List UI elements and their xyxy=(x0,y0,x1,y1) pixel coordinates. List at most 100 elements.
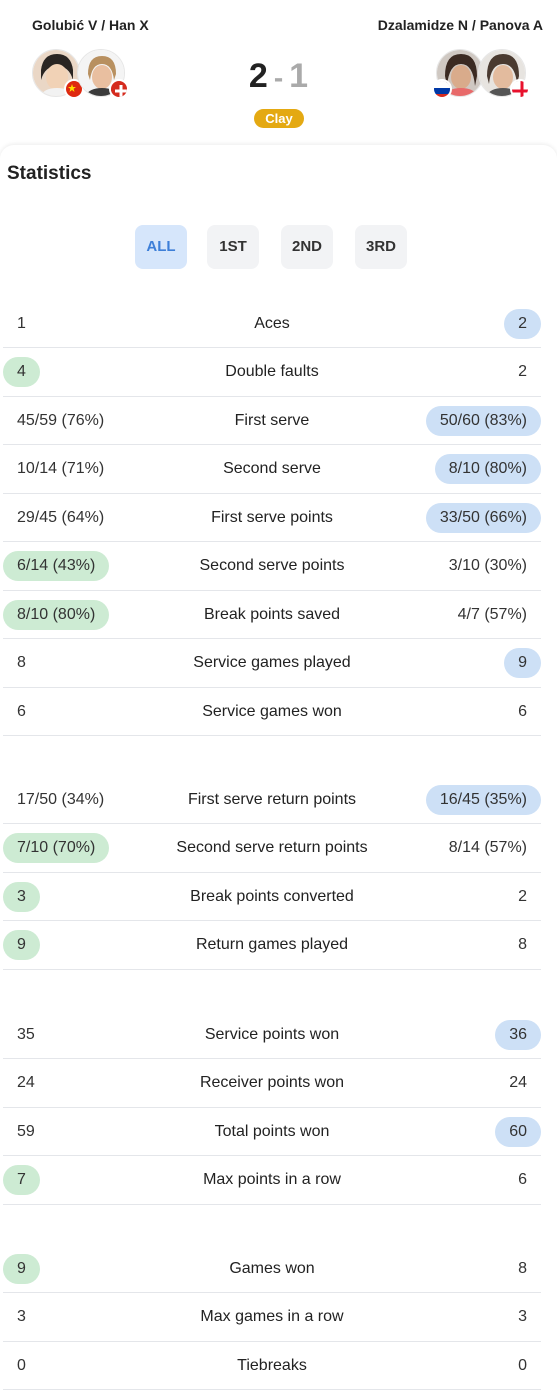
stat-away-value: 8 xyxy=(518,936,527,953)
stat-home-value: 1 xyxy=(17,314,26,332)
stat-away-value: 36 xyxy=(495,1019,541,1050)
stat-label: Receiver points won xyxy=(199,1074,345,1091)
stat-label: Double faults xyxy=(225,363,319,380)
home-team-name[interactable]: Golubić V / Han X xyxy=(32,17,149,33)
stat-away-value: 8/10 (80%) xyxy=(434,454,541,484)
stat-label: Return games played xyxy=(195,936,349,953)
switzerland-flag-icon xyxy=(109,79,129,99)
stat-label: Service points won xyxy=(204,1025,340,1043)
stat-label: Max points in a row xyxy=(203,1171,341,1188)
away-team-name[interactable]: Dzalamidze N / Panova A xyxy=(377,17,543,33)
stat-home-value: 24 xyxy=(17,1074,35,1091)
stat-row: 29/45 (64%) First serve points 33/50 (66%) xyxy=(3,494,541,542)
stat-label: Second serve points xyxy=(199,557,345,574)
statistics-title: Statistics xyxy=(7,163,92,184)
stat-label: First serve points xyxy=(211,508,333,526)
tab-all[interactable]: ALL xyxy=(135,225,187,269)
stat-row: 35 Service points won 36 xyxy=(3,1011,541,1059)
stat-away-value: 50/60 (83%) xyxy=(425,405,541,436)
stat-home-value: 17/50 (34%) xyxy=(17,790,105,808)
stat-label: Second serve return points xyxy=(176,839,368,856)
stat-row: 7 Max points in a row 6 xyxy=(3,1157,541,1205)
stat-away-value: 60 xyxy=(495,1116,541,1147)
stat-home-value: 3 xyxy=(3,881,40,912)
stat-away-value: 24 xyxy=(509,1074,527,1091)
stat-label: Tiebreaks xyxy=(237,1356,307,1374)
stat-home-value: 45/59 (76%) xyxy=(17,411,105,429)
stat-label: Max games in a row xyxy=(200,1308,344,1325)
stat-row: 45/59 (76%) First serve 50/60 (83%) xyxy=(3,397,541,445)
surface-badge: Clay xyxy=(254,109,304,128)
stat-away-value: 3/10 (30%) xyxy=(448,557,527,574)
stat-away-value: 8/14 (57%) xyxy=(448,839,527,856)
stat-row: 4 Double faults 2 xyxy=(3,349,541,397)
stat-home-value: 9 xyxy=(3,1253,40,1284)
statistics-card: Statistics ALL 1ST 2ND 3RD 1 Aces 2 4 Double… xyxy=(0,145,557,1397)
away-score: 1 xyxy=(289,57,309,95)
stat-label: Total points won xyxy=(214,1122,330,1140)
tab-1st[interactable]: 1ST xyxy=(207,225,259,269)
stat-away-value: 0 xyxy=(518,1356,527,1374)
stat-home-value: 59 xyxy=(17,1122,35,1140)
stat-label: Service games won xyxy=(202,702,342,720)
stat-home-value: 35 xyxy=(17,1025,35,1043)
stat-label: Break points saved xyxy=(203,605,341,623)
stat-home-value: 6 xyxy=(17,702,26,720)
stat-away-value: 2 xyxy=(504,308,541,339)
stat-home-value: 4 xyxy=(3,357,40,387)
stat-row: 8/10 (80%) Break points saved 4/7 (57%) xyxy=(3,591,541,639)
match-header: Golubić V / Han X Dzalamidze N / Panova … xyxy=(0,0,557,150)
stat-label: Break points converted xyxy=(190,887,354,905)
stat-row: 24 Receiver points won 24 xyxy=(3,1060,541,1108)
stat-row: 59 Total points won 60 xyxy=(3,1108,541,1156)
tab-3rd[interactable]: 3RD xyxy=(355,225,407,269)
away-player-2-avatar[interactable] xyxy=(478,49,530,99)
stat-home-value: 7 xyxy=(3,1165,40,1195)
stat-label: Second serve xyxy=(223,460,321,477)
home-player-2-avatar[interactable] xyxy=(77,49,129,99)
stat-home-value: 9 xyxy=(3,930,40,960)
stat-away-value: 6 xyxy=(518,1171,527,1188)
stat-row: 0 Tiebreaks 0 xyxy=(3,1342,541,1390)
stat-label: Games won xyxy=(229,1259,315,1277)
stat-row: 9 Games won 8 xyxy=(3,1245,541,1293)
stat-row: 9 Return games played 8 xyxy=(3,922,541,970)
home-score: 2 xyxy=(248,57,268,95)
russia-flag-icon xyxy=(432,79,452,99)
stat-row: 17/50 (34%) First serve return points 16/4… xyxy=(3,776,541,824)
stat-home-value: 29/45 (64%) xyxy=(17,508,105,526)
stat-row: 3 Max games in a row 3 xyxy=(3,1294,541,1342)
stat-away-value: 3 xyxy=(518,1308,527,1325)
stat-label: Aces xyxy=(254,314,290,332)
stat-away-value: 2 xyxy=(518,887,527,905)
stat-row: 6/14 (43%) Second serve points 3/10 (30%) xyxy=(3,543,541,591)
stat-row: 3 Break points converted 2 xyxy=(3,873,541,921)
home-player-1-avatar[interactable] xyxy=(32,49,84,99)
stat-row: 1 Aces 2 xyxy=(3,300,541,348)
stat-row: 6 Service games won 6 xyxy=(3,688,541,736)
tab-2nd[interactable]: 2ND xyxy=(281,225,333,269)
match-score: 2-1 xyxy=(0,57,557,96)
stat-away-value: 33/50 (66%) xyxy=(425,502,541,533)
away-player-1-avatar[interactable] xyxy=(432,49,484,99)
stat-label: Service games played xyxy=(193,654,351,671)
stat-away-value: 6 xyxy=(518,702,527,720)
stat-home-value: 6/14 (43%) xyxy=(3,551,110,581)
stat-away-value: 9 xyxy=(504,648,541,678)
stat-home-value: 3 xyxy=(17,1308,26,1325)
georgia-flag-icon xyxy=(510,79,530,99)
stat-away-value: 2 xyxy=(518,363,527,380)
stat-row: 8 Service games played 9 xyxy=(3,640,541,688)
stat-label: First serve xyxy=(234,411,310,429)
stat-home-value: 8/10 (80%) xyxy=(3,599,110,630)
stat-away-value: 4/7 (57%) xyxy=(457,605,527,623)
stat-row: 7/10 (70%) Second serve return points 8/14… xyxy=(3,825,541,873)
stat-home-value: 0 xyxy=(17,1356,26,1374)
stat-home-value: 10/14 (71%) xyxy=(17,460,105,477)
score-separator: - xyxy=(273,62,284,93)
stat-away-value: 16/45 (35%) xyxy=(425,784,541,815)
stat-home-value: 7/10 (70%) xyxy=(3,833,110,863)
stat-home-value: 8 xyxy=(17,654,26,671)
stat-label: First serve return points xyxy=(187,790,357,808)
stat-away-value: 8 xyxy=(518,1259,527,1277)
